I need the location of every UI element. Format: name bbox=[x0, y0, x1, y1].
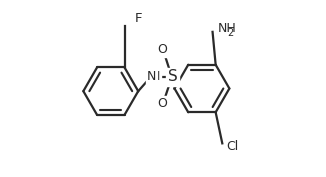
Text: S: S bbox=[168, 70, 178, 84]
Text: O: O bbox=[157, 97, 167, 110]
Text: N: N bbox=[147, 70, 156, 84]
Text: O: O bbox=[157, 43, 167, 56]
Text: F: F bbox=[134, 12, 142, 25]
Text: H: H bbox=[151, 70, 161, 84]
Text: NH: NH bbox=[218, 22, 237, 35]
Text: 2: 2 bbox=[228, 28, 234, 38]
Text: Cl: Cl bbox=[226, 140, 238, 153]
